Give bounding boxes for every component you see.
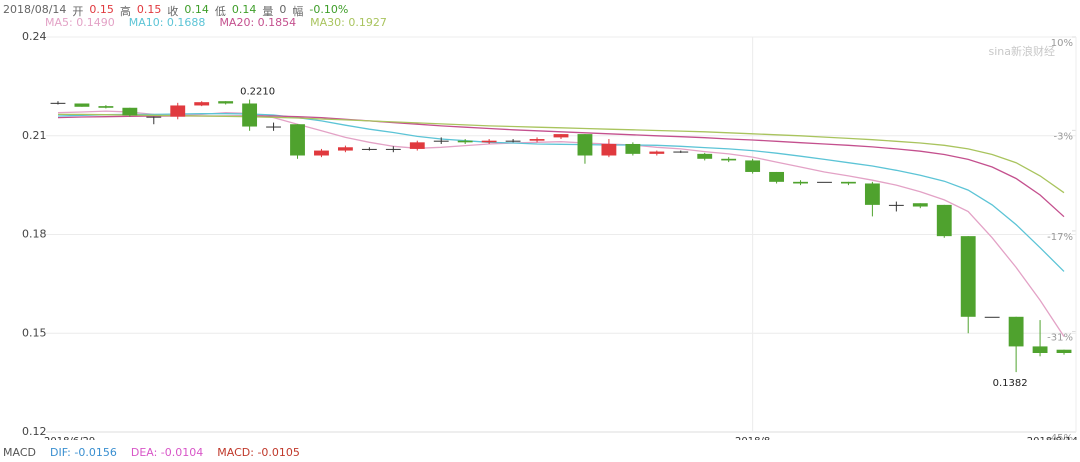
candle-body [984,316,1000,318]
legend-entry: MA20: 0.1854 [219,16,297,29]
candle-body [457,140,473,143]
candle-body [936,204,952,237]
candle-body [745,160,761,172]
legend-entry: MA10: 0.1688 [128,16,206,29]
candle-body [290,124,305,156]
macd-entry: MACD: -0.0105 [217,446,300,459]
ma-line [58,113,1065,194]
header-value: 0.14 [231,3,257,16]
candle-body [194,102,210,106]
candle-body [385,148,401,150]
candle-body [673,151,689,153]
candle-body [841,181,856,184]
x-tick-label: 2018/6/29 [44,436,95,440]
candle-body [242,103,258,127]
candle-body [601,143,617,156]
chart: sina新浪财经 0.24 0.21 0.18 0.15 0.12 10% -3% -17% -3… [22,30,1078,440]
header-label: 幅 [292,5,304,18]
macd-entry: DEA: -0.0104 [130,446,204,459]
header-value: 0.15 [89,3,114,16]
candle-body [1008,316,1024,347]
candle-body [146,116,162,118]
max-label: 0.2210 [240,87,275,98]
candle-body [170,105,186,117]
candle-body [1056,349,1072,353]
header-label: 高 [119,5,131,18]
y2-tick-label: -17% [1047,232,1073,243]
legend-entry: MA5: 0.1490 [45,16,115,29]
macd-legend: MACD DIF: -0.0156 DEA: -0.0104 MACD: -0.01… [3,446,300,459]
candle-body [361,148,377,150]
candle-body [1032,346,1048,353]
ma-line [57,110,1065,337]
header-row: 2018/08/14 开 0.15 高 0.15 收 0.14 低 0.14 量 0 幅 -0.10% [3,3,348,19]
legend: MA5: 0.1490 MA10: 0.1688 MA20: 0.1854 MA30:… [45,16,387,29]
y-tick-label: 0.21 [22,129,47,142]
candle-body [721,158,737,161]
header-label: 收 [167,5,179,18]
candle-body [409,142,425,149]
candle-body [864,183,880,205]
watermark: sina新浪财经 [989,44,1056,58]
candle-body [793,181,808,184]
candle-body [888,204,904,206]
legend-entry: MA30: 0.1927 [310,16,387,29]
macd-title: MACD [3,446,36,459]
header-value: 0 [279,3,287,16]
y-tick-label: 0.18 [22,228,47,241]
candle-body [817,181,832,183]
candle-body [337,147,353,151]
y2-tick-label: -3% [1054,131,1073,142]
candle-body [314,150,329,156]
candle-body [74,103,90,107]
y-tick-label: 0.12 [22,425,47,438]
candle-body [912,203,928,207]
ma-line [57,115,1065,218]
candle-body [769,171,785,182]
header-value: 0.14 [184,3,209,16]
candle-body [625,143,641,154]
candle-body [649,151,665,154]
y-tick-label: 0.15 [22,326,47,339]
min-label: 0.1382 [993,378,1028,389]
candle-body [529,139,545,141]
candle-body [122,107,138,116]
header-label: 开 [72,5,84,18]
header-date: 2018/08/14 [3,3,67,16]
candle-body [505,140,521,142]
ma-line [57,113,1065,272]
candle-body [481,140,497,143]
candle-body [50,102,66,104]
candle-body [553,134,569,138]
header-value: 0.15 [136,3,162,16]
macd-entry: DIF: -0.0156 [49,446,117,459]
y2-tick-label: 10% [1051,38,1073,49]
y2-tick-label: -31% [1047,332,1073,343]
candle-body [266,126,281,128]
candle-body [98,106,114,108]
header-label: 量 [262,5,274,18]
candle-body [697,153,713,159]
candle-body [577,134,593,156]
x-tick-label: 2018/8/14 [1027,436,1078,440]
candle-body [433,140,449,142]
candle-body [960,236,976,317]
header-label: 低 [214,5,226,18]
header-value: -0.10% [309,3,349,16]
candle-body [218,101,234,104]
y-tick-label: 0.24 [22,30,47,43]
x-tick-label: 2018/8 [735,436,770,440]
y2-tick-label: -45% [1047,433,1073,440]
